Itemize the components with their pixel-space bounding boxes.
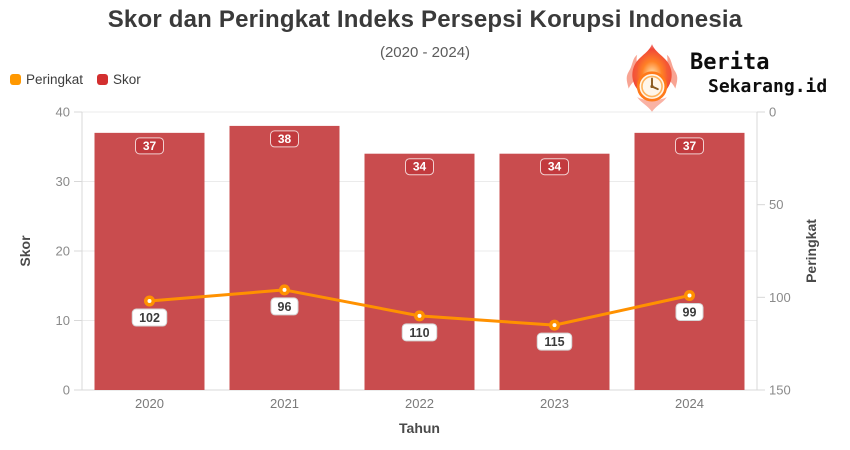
bar-2024 <box>634 132 745 390</box>
point-label-badge-2022 <box>401 323 438 342</box>
bar-label-badge-2024 <box>675 137 704 155</box>
x-tick-label-2021: 2021 <box>270 396 299 411</box>
bar-label-2023: 34 <box>548 160 562 174</box>
legend-item-skor: Skor <box>97 72 141 87</box>
left-tick-label: 30 <box>56 174 70 189</box>
line-point-dot-2024 <box>687 293 692 298</box>
line-point-dot-2022 <box>417 313 422 318</box>
left-tick-label: 10 <box>56 313 70 328</box>
left-tick-label: 0 <box>63 383 70 398</box>
right-tick-label: 50 <box>769 197 783 212</box>
bar-2023 <box>499 153 610 390</box>
left-axis-title: Skor <box>17 235 33 267</box>
bar-label-2021: 38 <box>278 132 292 146</box>
page-title: Skor dan Peringkat Indeks Persepsi Korup… <box>107 6 743 33</box>
right-tick-label: 100 <box>769 290 791 305</box>
legend-item-peringkat: Peringkat <box>10 72 83 87</box>
peringkat-swatch <box>10 74 21 85</box>
point-label-badge-2021 <box>270 297 299 316</box>
bar-label-2020: 37 <box>143 139 157 153</box>
point-label-badge-2023 <box>536 332 573 351</box>
bar-label-2022: 34 <box>413 160 427 174</box>
flame-clock-icon <box>618 42 686 119</box>
legend-label-peringkat: Peringkat <box>26 72 84 87</box>
line-point-dot-2020 <box>147 299 152 304</box>
x-tick-label-2022: 2022 <box>405 396 434 411</box>
bar-label-badge-2020 <box>135 137 164 155</box>
point-label-2024: 99 <box>683 305 697 319</box>
line-point-dot-2021 <box>282 287 287 292</box>
point-label-2020: 102 <box>139 311 160 325</box>
bar-label-badge-2022 <box>405 158 434 176</box>
brand-name-line2: Sekarang.id <box>708 76 828 97</box>
bar-label-badge-2023 <box>540 158 569 176</box>
bar-label-2024: 37 <box>683 139 697 153</box>
point-label-2023: 115 <box>544 335 564 349</box>
x-tick-label-2020: 2020 <box>135 396 164 411</box>
brand-logo: Berita Sekarang.id <box>618 42 827 119</box>
right-axis-title: Peringkat <box>803 219 819 283</box>
chart-legend: Peringkat Skor <box>10 72 141 87</box>
line-point-dot-2023 <box>552 323 557 328</box>
point-label-badge-2024 <box>675 302 704 321</box>
x-tick-label-2024: 2024 <box>675 396 704 411</box>
bar-label-badge-2021 <box>270 130 299 148</box>
point-label-2022: 110 <box>409 326 429 340</box>
x-axis-title: Tahun <box>399 420 440 436</box>
page-subtitle: (2020 - 2024) <box>379 44 471 61</box>
bar-2021 <box>229 125 340 391</box>
point-label-badge-2020 <box>131 308 168 327</box>
left-tick-label: 40 <box>56 105 70 120</box>
point-label-2021: 96 <box>278 300 292 314</box>
brand-name-line1: Berita <box>690 50 770 75</box>
legend-label-skor: Skor <box>113 72 141 87</box>
x-tick-label-2023: 2023 <box>540 396 569 411</box>
right-tick-label: 0 <box>769 105 776 120</box>
skor-swatch <box>97 74 109 85</box>
right-tick-label: 150 <box>769 383 791 398</box>
brand-name: Berita Sekarang.id <box>690 50 827 98</box>
chart-canvas: 0 10 20 30 40 0 50 100 150 37 38 34 34 37 102 96 110 115 9… <box>17 105 819 437</box>
left-tick-label: 20 <box>56 244 70 259</box>
bar-2022 <box>364 153 475 390</box>
bar-2020 <box>94 132 205 390</box>
